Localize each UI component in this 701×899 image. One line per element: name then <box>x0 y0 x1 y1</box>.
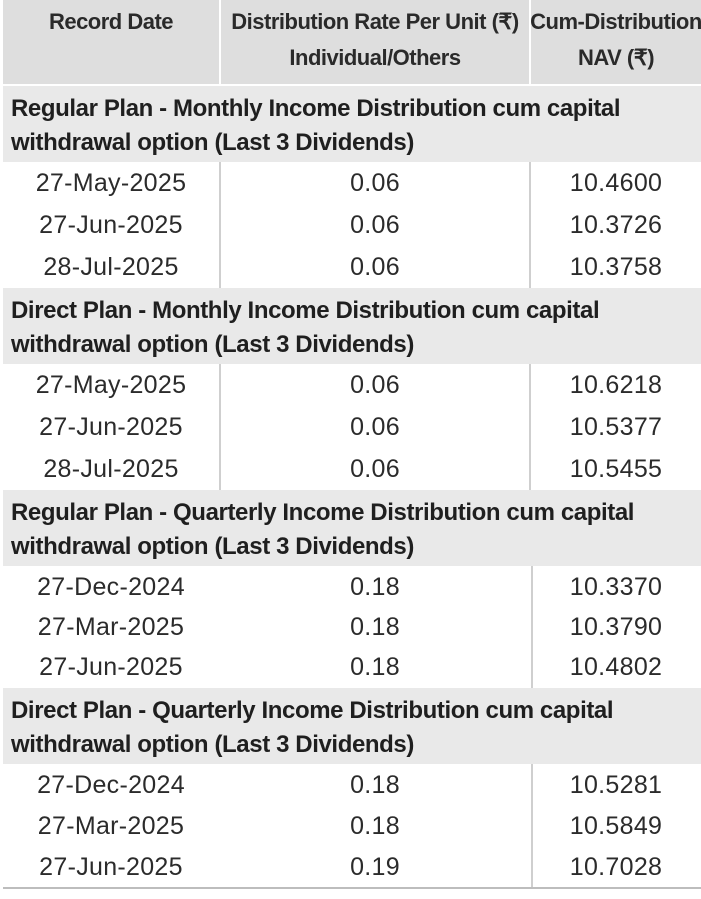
nav-cell: 10.4802 <box>569 653 663 681</box>
distribution-rate-cell: 0.06 <box>350 169 400 197</box>
record-date-cell: 27-Mar-2025 <box>37 613 185 641</box>
section-title-line: Regular Plan - Quarterly Income Distribu… <box>11 499 635 526</box>
table-row: 27-Mar-2025 0.18 10.5849 <box>3 805 701 847</box>
header-divider <box>219 0 221 84</box>
nav-cell: 10.6218 <box>569 371 663 399</box>
table-row: 27-Mar-2025 0.18 10.3790 <box>3 606 701 648</box>
table-bottom-border <box>3 887 701 889</box>
distribution-rate-cell: 0.18 <box>350 573 400 601</box>
record-date-cell: 27-Jun-2025 <box>39 853 183 881</box>
distribution-rate-cell: 0.06 <box>350 253 400 281</box>
record-date-cell: 27-Jun-2025 <box>39 413 183 441</box>
header-distribution-rate-label: Distribution Rate Per Unit (₹) <box>231 9 519 34</box>
nav-cell: 10.7028 <box>569 853 663 881</box>
nav-cell: 10.5455 <box>569 455 663 483</box>
table-row: 27-Dec-2024 0.18 10.3370 <box>3 566 701 608</box>
record-date-cell: 28-Jul-2025 <box>43 455 179 483</box>
column-divider <box>529 364 531 490</box>
table-row: 28-Jul-2025 0.06 10.3758 <box>3 246 701 288</box>
section-title: Direct Plan - Quarterly Income Distribut… <box>3 688 701 764</box>
table-row: 27-Jun-2025 0.06 10.5377 <box>3 406 701 448</box>
column-divider <box>529 162 531 288</box>
section-title-line: Direct Plan - Quarterly Income Distribut… <box>11 697 614 724</box>
distribution-rate-cell: 0.06 <box>350 211 400 239</box>
table-row: 27-Dec-2024 0.18 10.5281 <box>3 764 701 806</box>
nav-cell: 10.5281 <box>569 771 663 799</box>
table-row: 27-May-2025 0.06 10.6218 <box>3 364 701 406</box>
section-title: Direct Plan - Monthly Income Distributio… <box>3 288 701 364</box>
section-title-line: withdrawal option (Last 3 Dividends) <box>11 331 414 358</box>
section-title-line: Regular Plan - Monthly Income Distributi… <box>11 95 621 122</box>
column-divider <box>531 764 533 887</box>
section-title-line: withdrawal option (Last 3 Dividends) <box>11 731 414 758</box>
section-title-line: Direct Plan - Monthly Income Distributio… <box>11 297 600 324</box>
table-header: Record Date Distribution Rate Per Unit (… <box>3 0 701 86</box>
column-divider <box>531 566 533 688</box>
header-record-date: Record Date <box>3 0 219 84</box>
distribution-rate-cell: 0.18 <box>350 771 400 799</box>
section-title-line: withdrawal option (Last 3 Dividends) <box>11 533 414 560</box>
record-date-cell: 27-May-2025 <box>35 371 187 399</box>
header-nav-label: Cum-Distribution <box>531 9 701 34</box>
distribution-rate-cell: 0.06 <box>350 371 400 399</box>
distribution-rate-cell: 0.19 <box>350 853 400 881</box>
nav-cell: 10.4600 <box>569 169 663 197</box>
table-row: 27-Jun-2025 0.19 10.7028 <box>3 846 701 888</box>
header-record-date-label: Record Date <box>48 9 174 34</box>
distribution-rate-cell: 0.18 <box>350 613 400 641</box>
distribution-rate-cell: 0.06 <box>350 455 400 483</box>
header-cum-distribution-nav: Cum-Distribution NAV (₹) <box>531 0 701 84</box>
record-date-cell: 28-Jul-2025 <box>43 253 179 281</box>
distribution-rate-cell: 0.06 <box>350 413 400 441</box>
header-distribution-rate: Distribution Rate Per Unit (₹) Individua… <box>221 0 529 84</box>
nav-cell: 10.3758 <box>569 253 663 281</box>
record-date-cell: 27-Jun-2025 <box>39 211 183 239</box>
table-row: 27-Jun-2025 0.18 10.4802 <box>3 646 701 688</box>
record-date-cell: 27-Jun-2025 <box>39 653 183 681</box>
section-title-line: withdrawal option (Last 3 Dividends) <box>11 129 414 156</box>
record-date-cell: 27-Dec-2024 <box>37 573 185 601</box>
nav-cell: 10.3370 <box>569 573 663 601</box>
record-date-cell: 27-Mar-2025 <box>37 812 185 840</box>
nav-cell: 10.5849 <box>569 812 663 840</box>
column-divider <box>219 364 221 490</box>
record-date-cell: 27-Dec-2024 <box>37 771 185 799</box>
nav-cell: 10.3790 <box>569 613 663 641</box>
header-nav-sublabel: NAV (₹) <box>577 45 655 70</box>
header-divider <box>529 0 531 84</box>
column-divider <box>219 162 221 288</box>
section-title: Regular Plan - Monthly Income Distributi… <box>3 86 701 162</box>
distribution-rate-cell: 0.18 <box>350 653 400 681</box>
table-row: 27-Jun-2025 0.06 10.3726 <box>3 204 701 246</box>
nav-cell: 10.3726 <box>569 211 663 239</box>
header-distribution-rate-sublabel: Individual/Others <box>289 45 461 70</box>
table-row: 27-May-2025 0.06 10.4600 <box>3 162 701 204</box>
nav-cell: 10.5377 <box>569 413 663 441</box>
distribution-rate-cell: 0.18 <box>350 812 400 840</box>
table-row: 28-Jul-2025 0.06 10.5455 <box>3 448 701 490</box>
record-date-cell: 27-May-2025 <box>35 169 187 197</box>
section-title: Regular Plan - Quarterly Income Distribu… <box>3 490 701 566</box>
